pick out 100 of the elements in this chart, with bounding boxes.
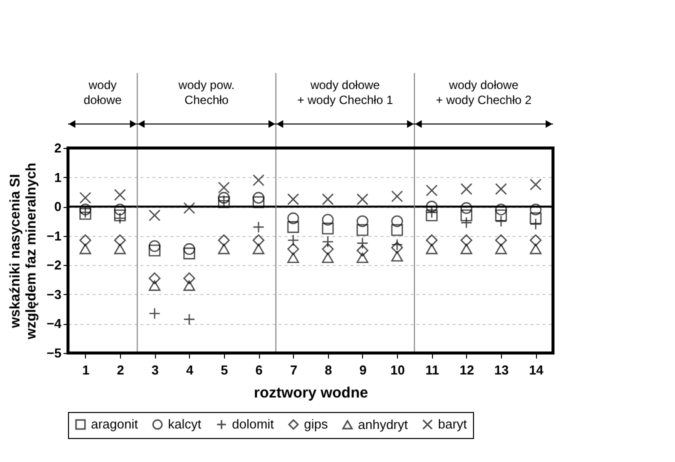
point [356,224,368,236]
x-tick-label: 12 [460,362,474,378]
x-tick-label: 13 [494,362,509,378]
point [495,234,507,246]
point [530,204,542,216]
y-tick-label: 2 [54,140,62,156]
y-tick-label: −3 [46,286,62,302]
x-tick-label: 8 [324,362,332,378]
point [114,209,126,222]
point [252,234,264,246]
point [356,215,368,228]
point [322,193,334,206]
y-tick-label: −5 [46,346,62,360]
point [530,234,542,246]
point [114,188,126,201]
point [252,174,264,186]
point [183,272,196,284]
point [495,204,507,216]
point [252,244,264,254]
point [114,204,126,216]
x-tick-label: 6 [255,362,263,378]
x-axis-title: roztwory wodne [254,384,368,402]
point [148,280,160,291]
point [79,234,92,246]
point [287,243,300,255]
text: wody pow. Chechło [178,78,235,107]
point [391,190,403,202]
point [495,209,507,222]
x-tick-label: 9 [359,362,367,378]
point [79,204,92,216]
point [495,244,507,254]
text: wody dołowe [84,78,122,107]
point [148,272,160,284]
point [148,209,160,222]
point [114,244,126,254]
y-tick-label: −1 [46,228,62,244]
point [287,221,300,233]
point [460,183,472,195]
point [218,192,230,204]
x-tick-label: 14 [528,362,544,378]
point [252,192,264,204]
point [530,212,542,224]
x-tick-label: 5 [220,362,228,378]
legend-label: kalcyt [168,416,202,432]
point [322,214,334,226]
point [218,234,230,246]
y-tick-label: 0 [54,199,62,214]
point [356,244,368,256]
point [356,252,368,264]
point [114,234,126,246]
point [218,182,230,194]
point [183,248,196,260]
legend-label: baryt [438,416,468,432]
point [79,244,92,254]
point [460,209,472,222]
point [391,242,403,254]
text: wody dołowe + wody Chechło 2 [436,78,532,107]
text: wody dołowe + wody Chechło 1 [297,78,394,107]
point [79,192,92,204]
point [148,240,160,252]
x-tick-label: 10 [390,362,405,378]
y-axis-title: wskaźniki nasycenia SI względem faz mineralnych [6,162,39,340]
point [322,252,334,264]
point [460,244,472,254]
point [183,280,196,291]
legend-label: anhydryt [358,416,408,432]
point [287,212,300,224]
point [322,222,334,234]
x-tick-label: 1 [82,362,90,378]
point [356,193,368,206]
point [391,224,403,236]
point [391,251,403,262]
y-tick-label: 1 [54,170,62,185]
point [183,243,196,255]
point [252,196,264,208]
point [391,215,403,228]
y-tick-label: −4 [46,316,62,332]
legend-label: dolomit [232,416,274,432]
point [287,252,300,264]
legend-label: gips [304,416,328,432]
x-tick-label: 11 [425,362,440,378]
point [426,234,438,246]
point [426,200,438,212]
point [426,184,438,196]
point [426,209,438,222]
point [287,193,300,206]
point [530,244,542,254]
point [148,244,160,256]
x-tick-label: 2 [116,362,124,378]
point [495,183,507,195]
legend-label: aragonit [91,416,138,432]
x-tick-label: 3 [151,362,159,378]
point [322,243,334,255]
point [426,244,438,254]
point [460,202,472,214]
x-tick-label: 7 [290,362,298,378]
point [530,178,542,190]
y-tick-label: −2 [46,258,62,273]
point [218,244,230,254]
point [460,234,472,246]
